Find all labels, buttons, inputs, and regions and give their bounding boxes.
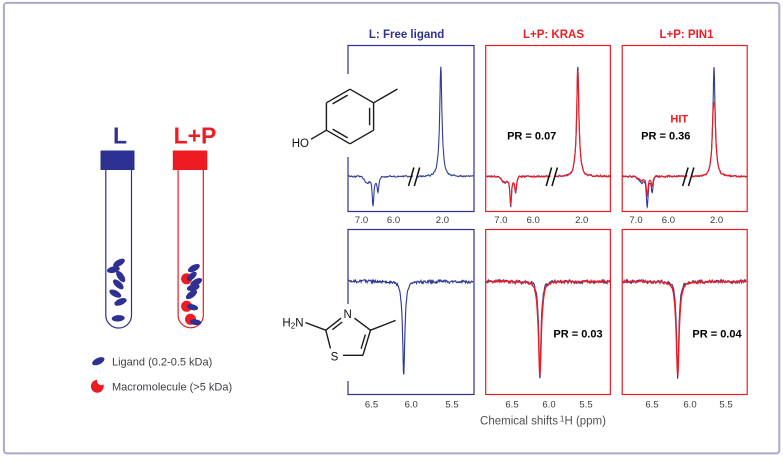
svg-text:6.5: 6.5	[365, 399, 378, 410]
svg-text:7.0: 7.0	[494, 215, 507, 226]
svg-text:L+P: PIN1: L+P: PIN1	[659, 29, 714, 41]
svg-text:PR = 0.04: PR = 0.04	[692, 329, 742, 341]
svg-text:6.0: 6.0	[542, 399, 555, 410]
svg-text:6.0: 6.0	[527, 215, 540, 226]
svg-text:6.0: 6.0	[387, 215, 400, 226]
svg-text:6.0: 6.0	[662, 215, 675, 226]
svg-text:6.5: 6.5	[505, 399, 518, 410]
svg-text:6.0: 6.0	[405, 399, 418, 410]
svg-text:L+P: KRAS: L+P: KRAS	[523, 29, 584, 41]
svg-text:L+P: L+P	[174, 123, 217, 149]
svg-text:L: L	[113, 123, 127, 149]
svg-text:PR = 0.36: PR = 0.36	[641, 131, 690, 143]
svg-text:S: S	[331, 351, 339, 363]
svg-text:5.5: 5.5	[579, 399, 592, 410]
svg-text:6.0: 6.0	[683, 399, 696, 410]
svg-text:HO: HO	[292, 138, 309, 150]
svg-text:5.5: 5.5	[719, 399, 732, 410]
svg-text:7.0: 7.0	[629, 215, 642, 226]
svg-text:2.0: 2.0	[710, 215, 723, 226]
svg-text:H2N: H2N	[282, 318, 303, 331]
svg-text:L: Free ligand: L: Free ligand	[369, 29, 444, 41]
svg-text:Macromolecule (>5 kDa): Macromolecule (>5 kDa)	[112, 382, 232, 394]
svg-text:5.5: 5.5	[445, 399, 458, 410]
svg-text:HIT: HIT	[670, 114, 688, 126]
svg-text:Ligand (0.2-0.5 kDa): Ligand (0.2-0.5 kDa)	[112, 357, 212, 369]
svg-text:N: N	[343, 309, 351, 321]
svg-text:PR = 0.07: PR = 0.07	[507, 131, 556, 143]
svg-text:PR = 0.03: PR = 0.03	[553, 329, 602, 341]
svg-text:2.0: 2.0	[436, 215, 449, 226]
svg-text:7.0: 7.0	[355, 215, 368, 226]
svg-text:6.5: 6.5	[645, 399, 658, 410]
svg-text:2.0: 2.0	[575, 215, 588, 226]
